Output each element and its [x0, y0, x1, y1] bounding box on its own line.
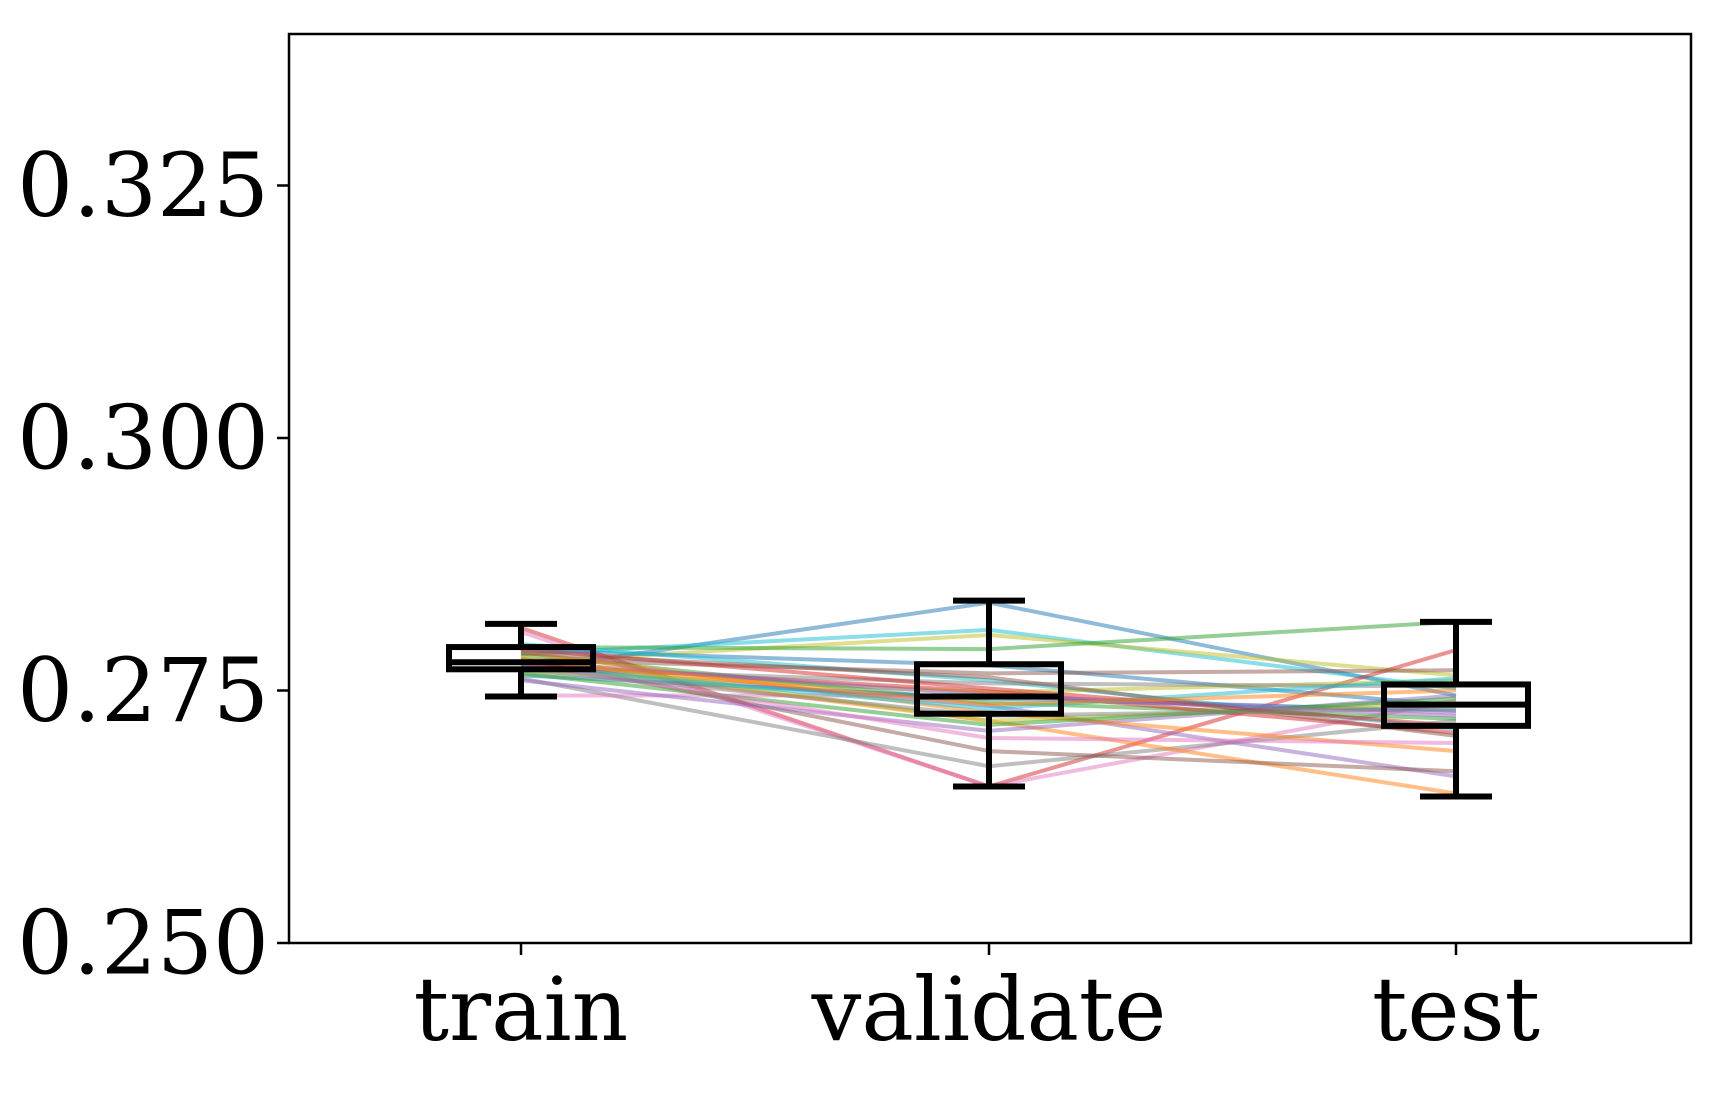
box-train-iqr: [446, 644, 596, 673]
x-axis: train validate test: [414, 943, 1540, 1061]
x-tick-label-test: test: [1372, 958, 1540, 1061]
series-line-28: [520, 651, 1457, 738]
x-tick-label-validate: validate: [811, 958, 1167, 1061]
x-tick-label-train: train: [414, 958, 629, 1061]
y-tick-label: 0.250: [17, 892, 269, 995]
box-validate-iqr: [914, 661, 1064, 717]
box-group: [446, 597, 1531, 800]
y-tick-label: 0.325: [17, 134, 269, 237]
y-tick-label: 0.275: [17, 639, 269, 742]
series-line-23: [520, 664, 1457, 711]
y-axis: 0.250 0.275 0.300 0.325: [17, 134, 289, 995]
y-tick-label: 0.300: [17, 387, 269, 490]
series-line-29: [520, 658, 1457, 707]
